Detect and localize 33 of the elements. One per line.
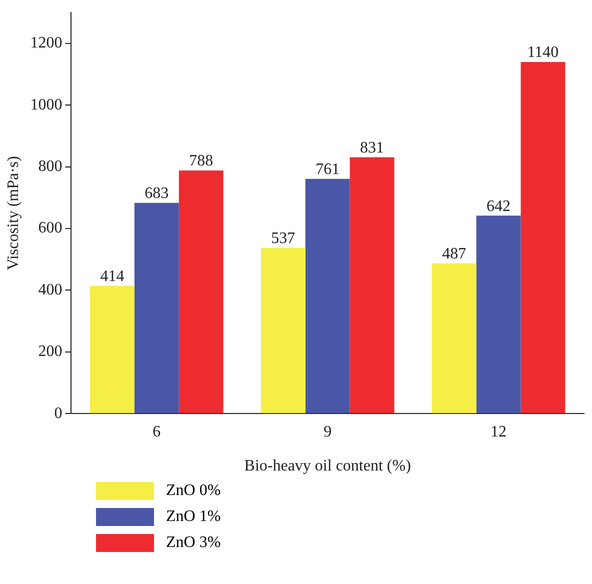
data-label: 1140 [527,44,559,62]
x-tick-label: 12 [490,423,507,440]
y-tick-label: 800 [38,158,62,176]
y-tick-label: 1200 [30,34,62,52]
x-tick-label: 9 [324,423,332,440]
data-label: 761 [316,161,340,178]
bar [520,62,566,414]
bar [432,263,476,414]
x-axis-title: Bio-heavy oil content (%) [244,458,411,475]
bar [134,202,179,414]
y-tick-label: 400 [38,281,62,298]
y-tick-label: 600 [38,220,62,237]
y-tick-label: 0 [54,404,62,422]
bar [350,157,394,414]
data-label: 831 [360,139,384,156]
data-label: 788 [189,152,214,170]
bar [90,286,134,414]
legend-label: ZnO 0% [166,482,221,500]
bar [178,170,224,414]
data-label: 642 [486,198,511,215]
bar [476,216,521,414]
y-tick-label: 200 [38,343,62,360]
y-axis-title: Viscosity (mPa·s) [4,156,22,270]
data-label: 683 [144,185,169,202]
data-label: 414 [100,268,124,286]
bar [305,178,350,414]
data-label: 487 [442,246,466,263]
legend-label: ZnO 3% [166,534,221,552]
bar [260,248,306,414]
y-tick-label: 1000 [30,96,62,114]
x-tick-label: 6 [152,423,161,440]
legend-label: ZnO 1% [166,508,221,526]
data-label: 537 [271,230,296,248]
